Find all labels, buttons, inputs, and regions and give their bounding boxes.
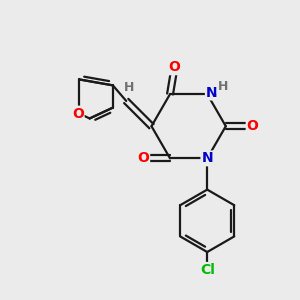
Text: H: H [124, 81, 134, 94]
Text: O: O [137, 152, 149, 165]
Text: O: O [247, 119, 259, 133]
Text: O: O [169, 60, 181, 74]
Text: O: O [72, 106, 84, 121]
Text: H: H [218, 80, 228, 93]
Text: Cl: Cl [200, 263, 215, 277]
Text: N: N [201, 152, 213, 165]
Text: N: N [206, 85, 218, 100]
